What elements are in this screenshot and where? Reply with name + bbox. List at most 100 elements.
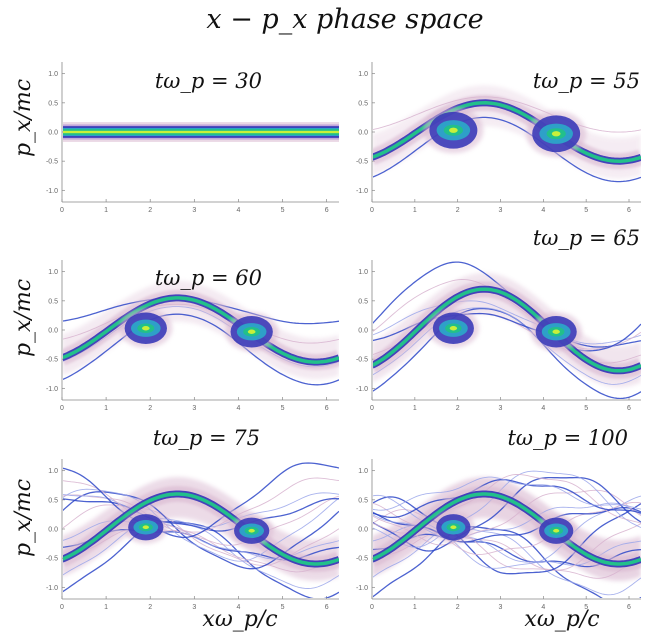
x-tick-label: 0 (370, 207, 374, 214)
x-tick-label: 2 (456, 405, 460, 412)
phase-density (373, 470, 641, 598)
vortex-center (553, 528, 560, 533)
x-tick-label: 5 (281, 207, 285, 214)
filament (63, 498, 339, 532)
y-tick-label: 0.5 (358, 298, 368, 305)
filament (373, 476, 641, 511)
y-tick-label: -1.0 (356, 188, 368, 195)
x-tick-label: 0 (60, 604, 64, 611)
vortex-center (552, 329, 560, 334)
x-tick-label: 4 (236, 207, 240, 214)
filament (373, 494, 641, 569)
band-core (373, 492, 641, 566)
y-tick-label: 0.5 (48, 298, 58, 305)
xlabel-left: xω_p/c (202, 607, 277, 632)
filament (373, 116, 641, 183)
filament (373, 526, 641, 598)
x-tick-label: 1 (413, 207, 417, 214)
vortex-center (449, 326, 458, 331)
panel-6: 1.0 0.5 0.0 -0.5 -1.0 0 1 2 3 4 5 6 tω_p = 100 (356, 426, 641, 611)
panels: 1.0 0.5 0.0 -0.5 -1.0 0 1 2 3 4 5 6 tω_p = 30 1.0 0.5 0… (46, 62, 641, 611)
y-tick-label: 1.0 (48, 71, 58, 78)
y-tick-label: -1.0 (356, 386, 368, 393)
y-tick-label: 1.0 (48, 468, 58, 475)
y-tick-label: -0.5 (356, 159, 368, 166)
panel-time-label: tω_p = 30 (155, 69, 262, 93)
y-tick-label: 0.0 (48, 328, 58, 335)
filament (373, 531, 641, 579)
vortex-center (248, 528, 255, 533)
x-tick-label: 5 (584, 207, 588, 214)
phase-density (63, 462, 339, 598)
filament (373, 307, 641, 385)
ylabel-row1: p_x/mc (11, 79, 36, 157)
filament (373, 509, 641, 571)
y-tick-label: -0.5 (356, 357, 368, 364)
y-tick-label: -0.5 (356, 556, 368, 563)
phase-density (373, 85, 641, 183)
filament (373, 470, 641, 548)
x-tick-label: 2 (148, 604, 152, 611)
y-tick-label: 1.0 (358, 468, 368, 475)
panel-2: 1.0 0.5 0.0 -0.5 -1.0 0 1 2 3 4 5 6 tω_p = 55 (356, 62, 641, 214)
panel-time-label: tω_p = 75 (153, 426, 260, 450)
band-core (63, 296, 339, 364)
vortex-center (551, 131, 561, 137)
panel-4: 1.0 0.5 0.0 -0.5 -1.0 0 1 2 3 4 5 6 tω_p = 65 (356, 226, 641, 412)
phase-density (373, 261, 641, 399)
y-tick-label: -0.5 (46, 556, 58, 563)
x-tick-label: 6 (325, 405, 329, 412)
y-tick-label: 0.0 (358, 328, 368, 335)
x-tick-label: 6 (325, 604, 329, 611)
x-tick-label: 2 (456, 604, 460, 611)
x-tick-label: 6 (627, 604, 631, 611)
x-tick-label: 6 (627, 405, 631, 412)
panel-3: 1.0 0.5 0.0 -0.5 -1.0 0 1 2 3 4 5 6 tω_p = 60 (46, 260, 339, 412)
x-tick-label: 3 (192, 604, 196, 611)
x-tick-label: 0 (370, 604, 374, 611)
filament (373, 300, 641, 345)
ylabel-row2: p_x/mc (11, 279, 36, 357)
ylabel-row3: p_x/mc (11, 479, 36, 557)
x-tick-label: 5 (281, 604, 285, 611)
y-tick-label: 0.5 (48, 100, 58, 107)
band-core (373, 101, 641, 163)
y-tick-label: 0.0 (48, 130, 58, 137)
filament (63, 313, 339, 386)
filament (63, 520, 339, 598)
x-tick-label: 3 (192, 207, 196, 214)
x-tick-label: 0 (370, 405, 374, 412)
vortex-center (141, 326, 150, 331)
x-tick-label: 4 (236, 405, 240, 412)
y-tick-label: 0.0 (48, 527, 58, 534)
y-tick-label: 1.0 (358, 71, 368, 78)
panel-time-label: tω_p = 65 (533, 226, 640, 250)
x-tick-label: 1 (104, 405, 108, 412)
x-tick-label: 5 (584, 604, 588, 611)
y-tick-label: -1.0 (356, 585, 368, 592)
filament (63, 521, 339, 589)
x-tick-label: 4 (541, 207, 545, 214)
x-tick-label: 6 (627, 207, 631, 214)
y-tick-label: -1.0 (46, 386, 58, 393)
panel-time-label: tω_p = 100 (507, 426, 628, 450)
x-tick-label: 5 (281, 405, 285, 412)
phase-density (63, 280, 339, 386)
x-tick-label: 2 (456, 207, 460, 214)
filament (373, 479, 641, 519)
y-tick-label: -0.5 (46, 159, 58, 166)
main-title: x − p_x phase space (206, 4, 483, 35)
x-tick-label: 4 (541, 405, 545, 412)
x-tick-label: 0 (60, 405, 64, 412)
filament (63, 477, 339, 533)
x-tick-label: 6 (325, 207, 329, 214)
x-tick-label: 1 (413, 604, 417, 611)
xlabel-right: xω_p/c (524, 607, 599, 632)
x-tick-label: 1 (104, 207, 108, 214)
x-tick-label: 2 (148, 405, 152, 412)
filament (63, 462, 339, 539)
vortex-center (450, 525, 457, 530)
vortex-center (247, 329, 256, 334)
panel-time-label: tω_p = 55 (533, 69, 640, 93)
